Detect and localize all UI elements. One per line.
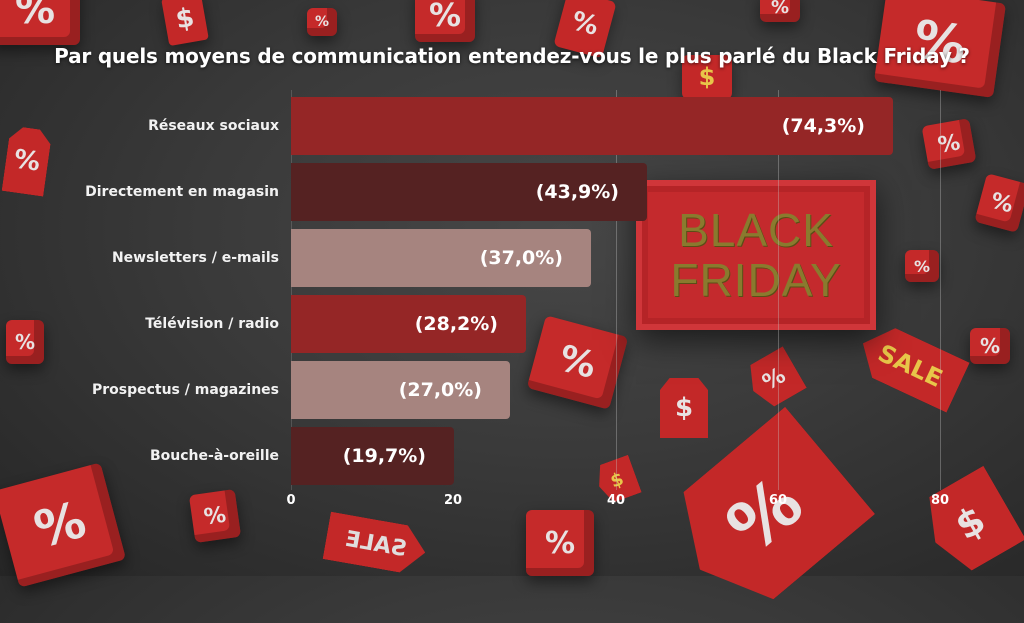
x-tick-20: 20 xyxy=(443,493,463,508)
chart-title: Par quels moyens de communication entend… xyxy=(54,44,970,68)
value-label: (27,0%) xyxy=(398,379,482,401)
percent-cube-icon: % xyxy=(760,0,800,22)
value-label: (43,9%) xyxy=(535,181,619,203)
percent-cube-icon: % xyxy=(6,320,44,364)
dollar-tag-icon: $ xyxy=(161,0,209,47)
value-label: (19,7%) xyxy=(342,445,426,467)
bar-directement-en-magasin: (43,9%) xyxy=(291,163,647,221)
black-friday-sign: BLACK FRIDAY xyxy=(636,180,876,330)
category-label: Newsletters / e-mails xyxy=(111,250,279,266)
gridline-40 xyxy=(616,90,617,490)
sale-tag-icon: SALE xyxy=(851,318,969,412)
sale-tag-icon: SALE xyxy=(323,512,430,577)
category-label: Directement en magasin xyxy=(85,184,279,200)
sign-line-2: FRIDAY xyxy=(670,254,842,306)
dollar-tag-icon: $ xyxy=(682,55,732,99)
percent-cube-icon: % xyxy=(188,489,242,543)
value-label: (74,3%) xyxy=(781,115,865,137)
category-label: Télévision / radio xyxy=(145,316,279,332)
bar-prospectus-magazines: (27,0%) xyxy=(291,361,510,419)
gridline-80 xyxy=(940,90,941,490)
x-tick-40: 40 xyxy=(606,493,626,508)
percent-cube-icon: % xyxy=(526,315,629,410)
percent-cube-icon: % xyxy=(905,250,939,282)
value-label: (37,0%) xyxy=(479,247,563,269)
percent-cube-icon: % xyxy=(970,328,1010,364)
category-label: Bouche-à-oreille xyxy=(150,448,279,464)
bar-television-radio: (28,2%) xyxy=(291,295,526,353)
percent-cube-icon: % xyxy=(526,510,594,576)
percent-cube-icon: % xyxy=(0,0,80,45)
category-label: Prospectus / magazines xyxy=(91,382,279,398)
percent-tag-icon: % xyxy=(655,407,875,623)
percent-cube-icon: % xyxy=(415,0,475,42)
percent-cube-icon: % xyxy=(921,118,977,170)
x-tick-80: 80 xyxy=(930,493,950,508)
y-axis-line xyxy=(291,90,292,490)
category-label: Réseaux sociaux xyxy=(148,118,279,134)
percent-tag-icon: % xyxy=(741,346,807,412)
bar-newsletters-emails: (37,0%) xyxy=(291,229,591,287)
x-tick-0: 0 xyxy=(286,493,296,508)
value-label: (28,2%) xyxy=(414,313,498,335)
x-tick-60: 60 xyxy=(768,493,788,508)
percent-cube-icon: % xyxy=(974,173,1024,233)
bar-reseaux-sociaux: (74,3%) xyxy=(291,97,893,155)
percent-cube-icon: % xyxy=(307,8,337,36)
bar-bouche-a-oreille: (19,7%) xyxy=(291,427,454,485)
dollar-tag-icon: $ xyxy=(914,466,1024,580)
gridline-60 xyxy=(778,90,779,490)
sign-line-1: BLACK xyxy=(678,204,834,256)
dollar-tag-icon: $ xyxy=(660,378,708,438)
